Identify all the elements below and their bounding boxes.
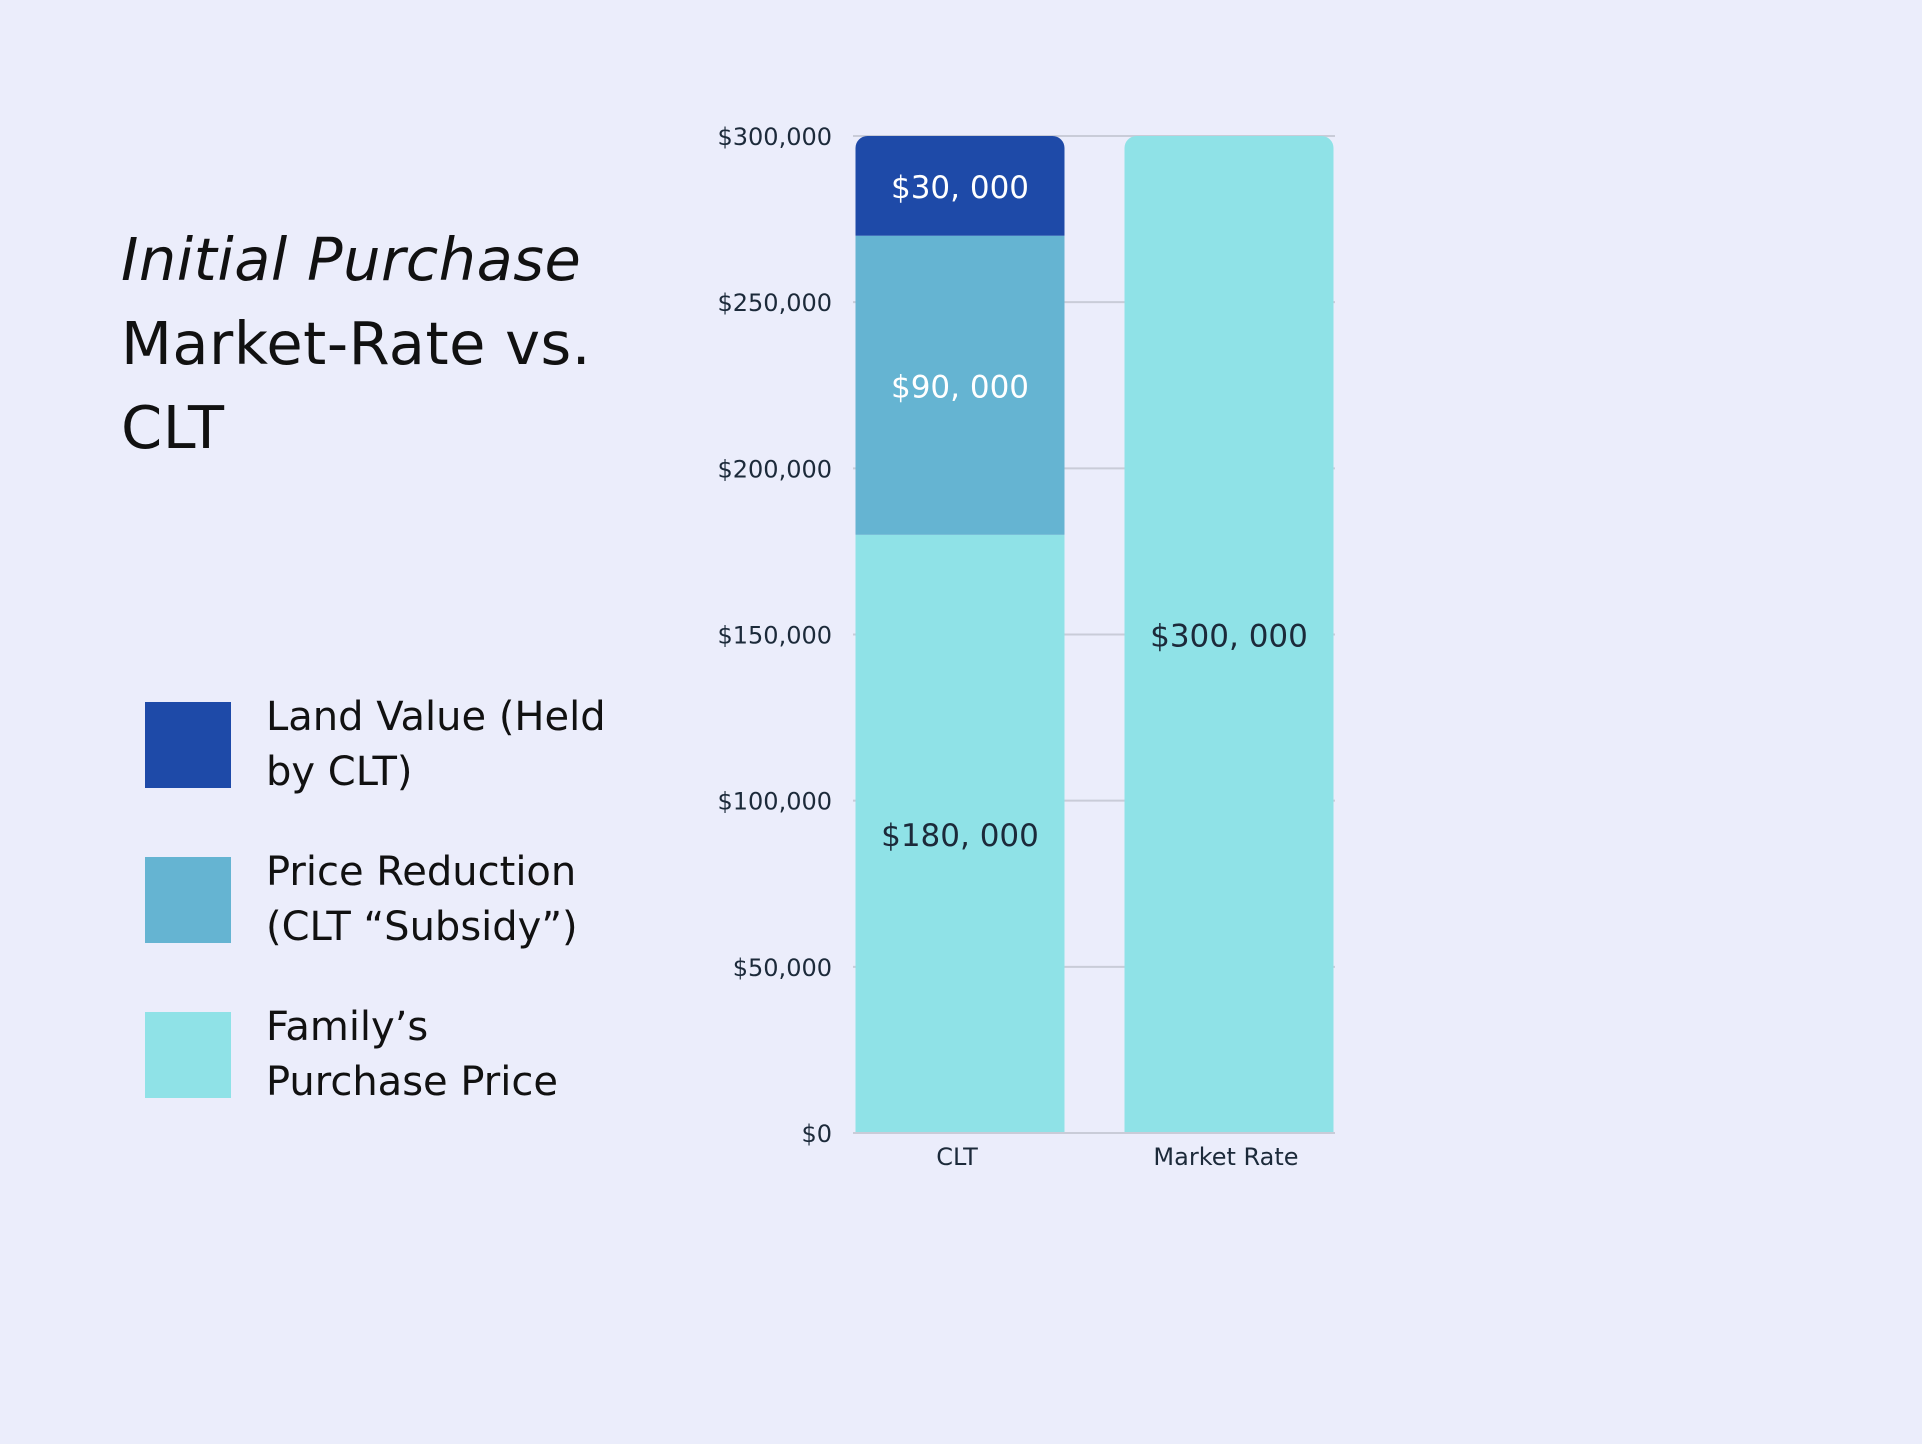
bar-segment: [855, 534, 1065, 1133]
y-tick-label: $50,000: [733, 954, 832, 982]
x-tick-label: CLT: [936, 1143, 978, 1171]
legend-swatch-price-reduction: [145, 857, 231, 943]
title-line-3: CLT: [121, 393, 225, 462]
y-tick-label: $100,000: [717, 788, 832, 816]
bar-segment: [1124, 136, 1334, 1133]
y-tick-label: $250,000: [717, 289, 832, 317]
y-tick-label: $0: [801, 1120, 832, 1148]
y-tick-label: $300,000: [717, 123, 832, 151]
title-line-2: Market-Rate vs.: [121, 309, 592, 378]
legend-swatch-family-price: [145, 1012, 231, 1098]
legend-label-land-value: Land Value (Held by CLT): [266, 694, 606, 795]
legend-label-price-reduction: Price Reduction (CLT “Subsidy”): [266, 849, 578, 950]
bar-segment: [855, 136, 1065, 236]
legend-label-family-price: Family’s Purchase Price: [266, 1004, 558, 1105]
y-tick-label: $200,000: [717, 455, 832, 483]
bar-segment: [855, 235, 1065, 535]
data-label: $180, 000: [881, 818, 1039, 854]
data-label: $30, 000: [891, 170, 1029, 206]
chart-title: Initial Purchase Market-Rate vs. CLT: [121, 218, 591, 470]
legend-swatch-land-value: [145, 702, 231, 788]
y-tick-label: $150,000: [717, 622, 832, 650]
data-label: $300, 000: [1150, 619, 1308, 655]
data-label: $90, 000: [891, 369, 1029, 405]
title-line-1: Initial Purchase: [121, 225, 582, 294]
x-tick-label: Market Rate: [1153, 1143, 1298, 1171]
